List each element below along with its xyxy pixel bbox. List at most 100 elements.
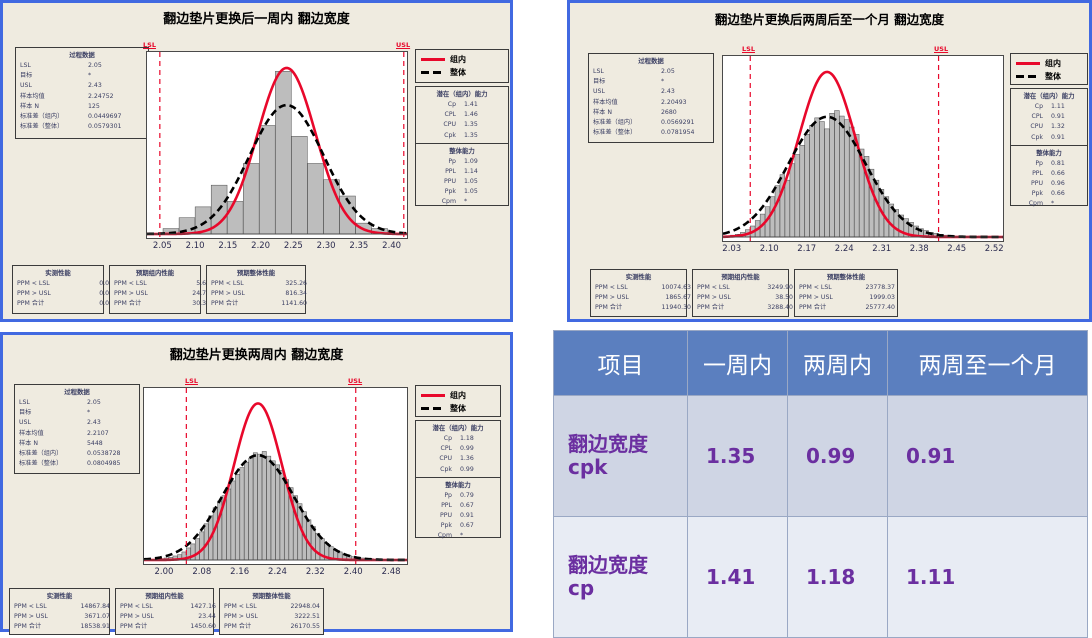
histogram-bar [291, 136, 308, 235]
overall-line-icon [421, 407, 445, 410]
histogram-bar [774, 185, 781, 238]
histogram-bar [873, 179, 880, 238]
histogram-bar [789, 163, 795, 238]
histogram-bar [248, 457, 254, 561]
histogram-bar [310, 526, 316, 561]
histogram-bar [809, 124, 815, 238]
table-header-cell: 一周内 [687, 330, 788, 396]
histogram-bar [195, 538, 200, 561]
process-data-box: 过程数据 LSL 2.05 目标 * USL 2.43 样本均值 2.24752 样本 … [15, 47, 149, 139]
process-data-row: USL 2.43 [20, 82, 102, 90]
within-curve [147, 66, 407, 236]
table-cell: 1.11 [887, 516, 1088, 638]
x-tick-label: 2.00 [154, 567, 174, 577]
histogram-bar [824, 128, 830, 238]
table-header-cell: 两周至一个月 [887, 330, 1088, 396]
cpk-summary-table: 项目 一周内 两周内 两周至一个月 翻边宽度 cpk 1.35 0.99 0.9… [553, 330, 1088, 638]
x-tick-label: 2.15 [218, 241, 238, 251]
histogram-bar [261, 451, 267, 561]
x-tick-label: 2.31 [872, 244, 892, 254]
histogram-bar [239, 467, 245, 561]
usl-marker-label: USL [348, 377, 363, 385]
x-tick-label: 2.17 [797, 244, 817, 254]
table-cell: 1.41 [687, 516, 788, 638]
process-data-row: 标准差（整体） 0.0579301 [20, 122, 122, 130]
lsl-marker-label: LSL [742, 45, 755, 53]
histogram-plot [146, 51, 408, 239]
histogram-bar [819, 121, 825, 238]
table-cell: 0.91 [887, 395, 1088, 517]
series-legend: 组内 整体 [415, 49, 509, 83]
x-tick-label: 2.40 [382, 241, 402, 251]
x-tick-label: 2.24 [268, 567, 287, 577]
process-data-row: 样本均值 2.24752 [20, 92, 114, 100]
table-cell: 1.35 [687, 395, 788, 517]
x-tick-label: 2.30 [316, 241, 336, 251]
ppm-overall-box: 预期整体性能 PPM < LSL 325.26 PPM > USL 816.34 P… [206, 265, 307, 314]
within-line-icon [1016, 62, 1040, 65]
histogram-bar [784, 179, 790, 238]
capability-box: 潜在（组内）能力 Cp 1.18 CPL 0.99 CPU 1.36 Cpk 0.99 … [415, 420, 501, 539]
x-tick-label: 2.52 [984, 244, 1004, 254]
divider [416, 142, 508, 144]
page-title: 翻边垫片更换两周内 翻边宽度 [169, 348, 344, 363]
divider [1011, 144, 1087, 146]
process-data-box: 过程数据 LSL 2.05 目标 * USL 2.43 样本均值 2.20493 样本 … [588, 53, 714, 143]
ppm-observed-box: 实测性能 PPM < LSL 14867.84 PPM > USL 3671.07 … [9, 588, 110, 635]
ppm-observed-box: 实测性能 PPM < LSL 0.00 PPM > USL 0.00 PPM 合计 0… [12, 265, 113, 314]
overall-curve [147, 103, 407, 236]
histogram-bar [804, 134, 810, 238]
ppm-within-box: 预期组内性能 PPM < LSL 3249.90 PPM > USL 38.50 P… [692, 269, 793, 317]
histogram-bar [275, 464, 281, 561]
histogram-bar [257, 453, 263, 561]
process-data-row: LSL 2.05 [20, 62, 102, 70]
histogram-bar [844, 119, 850, 238]
row-label-line1: 翻边宽度 [568, 432, 648, 456]
x-tick-label: 2.05 [152, 241, 172, 251]
x-tick-label: 2.10 [185, 241, 205, 251]
histogram-bar [235, 473, 240, 561]
histogram-bar [275, 71, 292, 235]
histogram-bar [794, 154, 800, 238]
x-tick-label: 2.03 [722, 244, 742, 254]
lsl-marker-label: LSL [185, 377, 198, 385]
histogram-bar [814, 117, 820, 238]
x-tick-label: 2.25 [283, 241, 303, 251]
histogram-bar [266, 455, 272, 561]
histogram-bar [893, 209, 899, 238]
histogram-bar [839, 115, 845, 238]
histogram-bar [769, 196, 776, 238]
table-cell: 1.18 [787, 516, 888, 638]
histogram-bar [230, 480, 236, 561]
x-tick-label: 2.08 [192, 567, 212, 577]
row-label-line2: cpk [568, 455, 608, 479]
row-label-cell: 翻边宽度 cp [553, 516, 688, 638]
table-row: 翻边宽度 cpk 1.35 0.99 0.91 [553, 395, 1088, 517]
x-tick-label: 2.48 [381, 567, 401, 577]
table-row: 翻边宽度 cp 1.41 1.18 1.11 [553, 516, 1088, 638]
page-title: 翻边垫片更换后一周内 翻边宽度 [163, 12, 350, 27]
usl-marker-label: USL [396, 41, 411, 49]
capability-panel-two-weeks-to-month: 翻边垫片更换后两周后至一个月 翻边宽度 过程数据 LSL 2.05 目标 * USL… [567, 0, 1092, 322]
series-legend: 组内 整体 [415, 385, 501, 417]
within-line-icon [421, 58, 445, 61]
x-tick-label: 2.45 [947, 244, 967, 254]
capability-box: 潜在（组内）能力 Cp 1.11 CPL 0.91 CPU 1.32 Cpk 0.91 … [1010, 88, 1088, 207]
histogram-plot [143, 387, 408, 565]
x-axis-ticks: 2.00 2.08 2.16 2.24 2.32 2.40 2.48 [145, 567, 410, 577]
x-axis-ticks: 2.05 2.10 2.15 2.20 2.25 2.30 2.35 2.40 [146, 241, 408, 251]
overall-line-icon [1016, 75, 1040, 78]
histogram-bar [259, 125, 276, 235]
capability-panel-two-weeks: 翻边垫片更换两周内 翻边宽度 过程数据 LSL 2.05 目标 * USL 2.43 … [0, 332, 513, 635]
x-tick-label: 2.10 [759, 244, 779, 254]
table-header-cell: 项目 [553, 330, 688, 396]
histogram-bar [199, 531, 205, 561]
process-data-row: 样本 N 125 [20, 102, 100, 110]
histogram-bar [834, 110, 840, 238]
histogram-bar [270, 460, 276, 561]
ppm-observed-box: 实测性能 PPM < LSL 10074.63 PPM > USL 1865.67 … [590, 269, 691, 317]
process-data-row: 标准差（组内） 0.0449697 [20, 112, 122, 120]
x-tick-label: 2.16 [230, 567, 250, 577]
x-tick-label: 2.38 [909, 244, 929, 254]
capability-panel-one-week: 翻边垫片更换后一周内 翻边宽度 过程数据 LSL 2.05 目标 * USL 2.43… [0, 0, 513, 322]
